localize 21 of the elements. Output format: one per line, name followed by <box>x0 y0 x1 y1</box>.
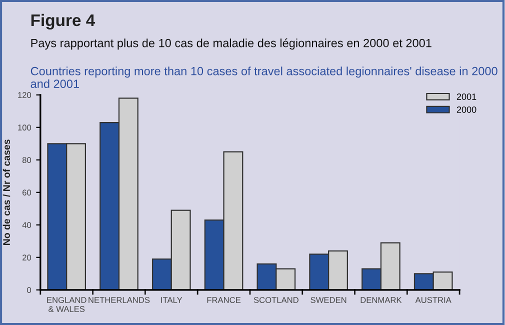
y-tick-label: 60 <box>22 190 32 196</box>
x-tick-label: DENMARK <box>360 297 402 303</box>
legend-label: 2000 <box>456 106 476 113</box>
x-tick-label: FRANCE <box>207 297 241 303</box>
y-tick-label: 120 <box>18 92 32 98</box>
y-tick-label: 40 <box>22 222 32 228</box>
legend-label: 2001 <box>456 94 476 100</box>
text: Countries reporting more than 10 cases of travel associated legionnaires' disease in 2000 and 2001 <box>30 66 498 88</box>
chart-title: Figure 4 <box>31 14 96 30</box>
x-tick-label: SWEDEN <box>310 297 346 303</box>
y-tick-label: 20 <box>22 254 32 260</box>
y-tick-label: 80 <box>22 157 32 163</box>
y-tick-label: 100 <box>18 124 32 130</box>
x-tick-label: NETHERLANDS <box>88 297 150 303</box>
x-tick-label: AUSTRIA <box>415 297 452 303</box>
x-tick-label: ENGLAND & WALES <box>47 297 86 312</box>
x-tick-label: ITALY <box>161 297 182 303</box>
y-tick-label: 0 <box>27 287 32 293</box>
chart-subtitle: Pays rapportant plus de 10 cas de maladie des légionnaires en 2000 et 2001 <box>31 38 432 50</box>
y-axis-title: No de cas / Nr of cases <box>2 140 10 245</box>
x-tick-label: SCOTLAND <box>254 297 298 303</box>
